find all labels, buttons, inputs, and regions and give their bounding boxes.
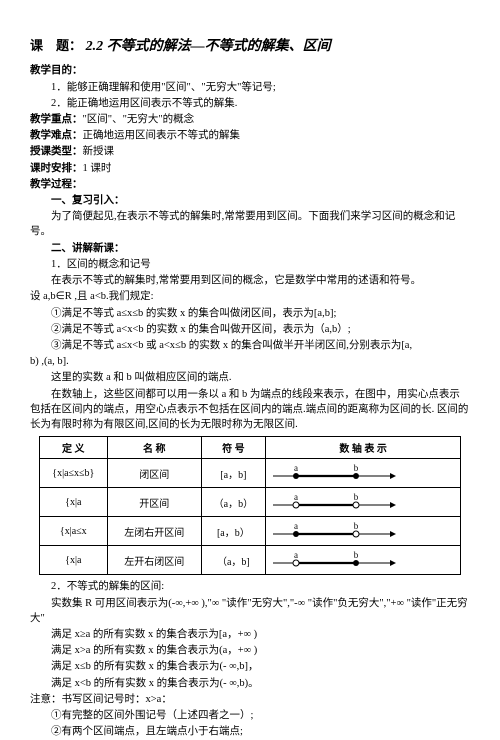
keypoint-text: "区间"、"无穷大"的概念 xyxy=(83,114,195,125)
title-main: 2.2 不等式的解法—不等式的解集、区间 xyxy=(86,39,331,54)
col-sym: 符 号 xyxy=(201,437,265,459)
difficulty-label: 教学难点： xyxy=(30,129,83,141)
section-2-li3b: b) ,(a, b]. xyxy=(30,354,470,369)
cell-diagram: a b xyxy=(265,517,460,546)
note-li1: ①有完整的区间外围记号（上述四者之一）; xyxy=(30,708,470,723)
table-row: {x|a左开右闭区间（a，b] a b xyxy=(39,546,460,575)
section-3-li4: 满足 x<b 的所有实数 x 的集合表示为(- ∞,b)。 xyxy=(30,676,470,691)
svg-text:a: a xyxy=(294,463,298,473)
cell-def: {x|a xyxy=(39,546,107,575)
note-line: 注意：书写区间记号时：x>a： xyxy=(30,692,470,707)
section-2-li2: ②满足不等式 a<x<b 的实数 x 的集合叫做开区间，表示为（a,b）; xyxy=(30,322,470,337)
keypoint-label: 教学重点： xyxy=(30,113,83,125)
cell-diagram: a b xyxy=(265,488,460,517)
section-3-li2: 满足 x>a 的所有实数 x 的集合表示为(a，+∞ ) xyxy=(30,643,470,658)
objective-label: 教学目的： xyxy=(30,63,470,78)
svg-text:a: a xyxy=(294,550,298,560)
cell-diagram: a b xyxy=(265,546,460,575)
keypoint-line: 教学重点："区间"、"无穷大"的概念 xyxy=(30,112,470,127)
section-2-p1: 在表示不等式的解集时,常常要用到区间的概念，它是数学中常用的述语和符号。 xyxy=(30,273,470,288)
interval-table: 定 义 名 称 符 号 数 轴 表 示 {x|a≤x≤b}闭区间[a，b] a … xyxy=(39,436,461,575)
objective-2: 2．能正确地运用区间表示不等式的解集. xyxy=(30,96,470,111)
col-def: 定 义 xyxy=(39,437,107,459)
hours-label: 课时安排： xyxy=(30,162,83,174)
section-3-li3: 满足 x≤b 的所有实数 x 的集合表示为(- ∞,b]， xyxy=(30,659,470,674)
table-row: {x|a≤x≤b}闭区间[a，b] a b xyxy=(39,459,460,488)
section-3-p1: 实数集 R 可用区间表示为(-∞,+∞ ),"∞ "读作"无穷大","-∞ "读… xyxy=(30,596,470,626)
svg-text:a: a xyxy=(294,521,298,531)
section-2-sub1: 1．区间的概念和记号 xyxy=(30,257,470,272)
difficulty-text: 正确地运用区间表示不等式的解集 xyxy=(83,130,241,141)
note-label: 注意： xyxy=(30,694,62,705)
section-2-p4: 在数轴上，这些区间都可以用一条以 a 和 b 为端点的线段来表示，在图中，用实心… xyxy=(30,387,470,433)
cell-diagram: a b xyxy=(265,459,460,488)
type-label: 授课类型： xyxy=(30,145,83,157)
col-name: 名 称 xyxy=(107,437,201,459)
note-text: 书写区间记号时：x>a： xyxy=(62,694,172,705)
section-3-li1: 满足 x≥a 的所有实数 x 的集合表示为[a，+∞ ) xyxy=(30,627,470,642)
section-2-li1: ①满足不等式 a≤x≤b 的实数 x 的集合叫做闭区间，表示为[a,b]; xyxy=(30,306,470,321)
svg-text:b: b xyxy=(354,521,359,531)
cell-sym: （a，b] xyxy=(201,546,265,575)
cell-sym: [a，b） xyxy=(201,517,265,546)
svg-text:b: b xyxy=(354,463,359,473)
section-3-sub: 2．不等式的解集的区间: xyxy=(30,579,470,594)
section-1-title: 一、复习引入： xyxy=(30,193,470,208)
type-line: 授课类型：新授课 xyxy=(30,144,470,159)
section-2-title: 二、讲解新课： xyxy=(30,241,470,256)
table-row: {x|a开区间（a，b） a b xyxy=(39,488,460,517)
svg-text:b: b xyxy=(354,550,359,560)
lesson-title: 课 题： 2.2 不等式的解法—不等式的解集、区间 xyxy=(30,37,470,57)
cell-sym: （a，b） xyxy=(201,488,265,517)
cell-name: 左闭右开区间 xyxy=(107,517,201,546)
section-1-p1: 为了简便起见,在表示不等式的解集时,常常要用到区间。下面我们来学习区间的概念和记… xyxy=(30,209,470,239)
cell-def: {x|a≤x≤b} xyxy=(39,459,107,488)
section-2-li3: ③满足不等式 a≤x<b 或 a<x≤b 的实数 x 的集合叫做半开半闭区间,分… xyxy=(30,338,470,353)
title-prefix: 课 题： xyxy=(30,38,82,53)
objective-1: 1．能够正确理解和使用"区间"、"无穷大"等记号; xyxy=(30,80,470,95)
difficulty-line: 教学难点：正确地运用区间表示不等式的解集 xyxy=(30,128,470,143)
svg-text:a: a xyxy=(294,492,298,502)
section-2-p2: 设 a,b∈R ,且 a<b.我们规定: xyxy=(30,289,470,304)
section-2-p3: 这里的实数 a 和 b 叫做相应区间的端点. xyxy=(30,370,470,385)
table-header-row: 定 义 名 称 符 号 数 轴 表 示 xyxy=(39,437,460,459)
note-li2: ②有两个区间端点，且左端点小于右端点; xyxy=(30,724,470,739)
svg-text:b: b xyxy=(354,492,359,502)
page-root: 课 题： 2.2 不等式的解法—不等式的解集、区间 教学目的： 1．能够正确理解… xyxy=(0,0,500,706)
col-diagram: 数 轴 表 示 xyxy=(265,437,460,459)
hours-text: 1 课时 xyxy=(83,163,112,174)
cell-def: {x|a≤x xyxy=(39,517,107,546)
hours-line: 课时安排：1 课时 xyxy=(30,161,470,176)
table-row: {x|a≤x左闭右开区间[a，b） a b xyxy=(39,517,460,546)
cell-name: 开区间 xyxy=(107,488,201,517)
cell-name: 闭区间 xyxy=(107,459,201,488)
type-text: 新授课 xyxy=(83,146,115,157)
cell-sym: [a，b] xyxy=(201,459,265,488)
process-label: 教学过程： xyxy=(30,177,470,192)
cell-name: 左开右闭区间 xyxy=(107,546,201,575)
cell-def: {x|a xyxy=(39,488,107,517)
